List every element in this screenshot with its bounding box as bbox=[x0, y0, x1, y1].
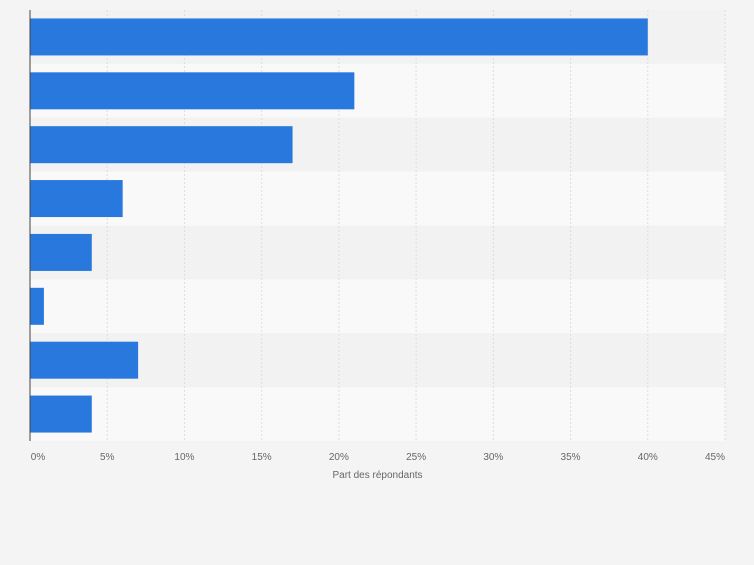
x-tick-label: 10% bbox=[174, 452, 194, 463]
row-bands bbox=[30, 10, 725, 441]
bar bbox=[30, 233, 92, 271]
x-tick-label: 5% bbox=[100, 452, 115, 463]
bar bbox=[30, 341, 139, 379]
x-tick-label: 35% bbox=[561, 452, 581, 463]
row-band bbox=[30, 279, 725, 334]
bar bbox=[30, 287, 44, 325]
bar bbox=[30, 126, 293, 164]
x-axis-label: Part des répondants bbox=[332, 470, 422, 481]
x-tick-label: 30% bbox=[483, 452, 503, 463]
row-band bbox=[30, 171, 725, 226]
bar bbox=[30, 18, 648, 56]
x-tick-labels: 0% 5% 10% 15% 20% 25% 30% 35% 40% 45% bbox=[31, 452, 725, 463]
x-tick-label: 25% bbox=[406, 452, 426, 463]
x-tick-label: 0% bbox=[31, 452, 46, 463]
bar bbox=[30, 72, 355, 110]
x-tick-label: 45% bbox=[705, 452, 725, 463]
row-band bbox=[30, 387, 725, 441]
bar bbox=[30, 180, 123, 218]
bars bbox=[30, 18, 648, 433]
bar bbox=[30, 395, 92, 433]
row-band bbox=[30, 333, 725, 388]
x-tick-label: 15% bbox=[252, 452, 272, 463]
x-tick-label: 20% bbox=[329, 452, 349, 463]
row-band bbox=[30, 225, 725, 280]
x-tick-label: 40% bbox=[638, 452, 658, 463]
